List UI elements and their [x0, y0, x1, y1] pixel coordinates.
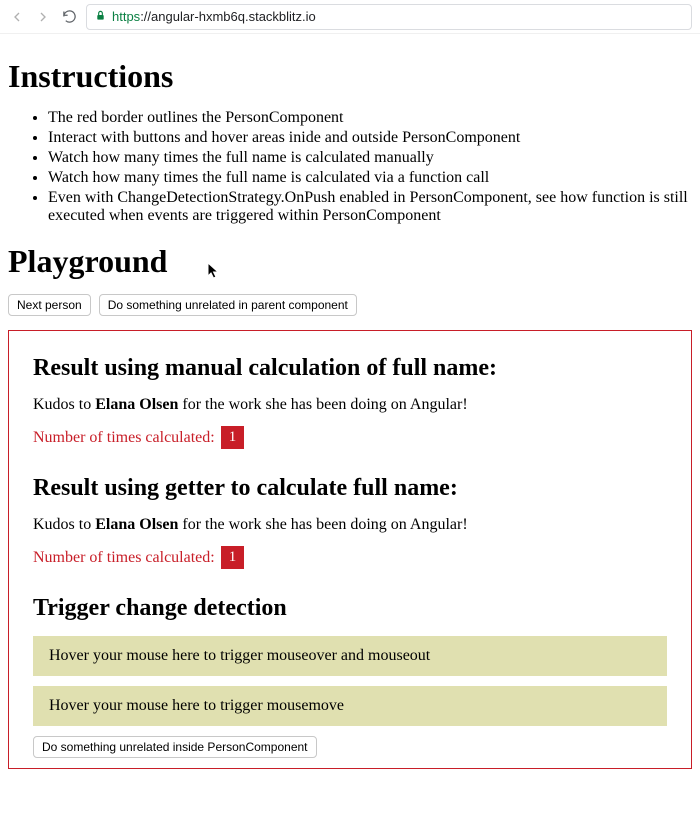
unrelated-inside-button[interactable]: Do something unrelated inside PersonComp…: [33, 736, 317, 758]
sentence-post: for the work she has been doing on Angul…: [178, 516, 467, 533]
sentence-pre: Kudos to: [33, 396, 95, 413]
getter-count-label: Number of times calculated:: [33, 549, 215, 567]
getter-result-heading: Result using getter to calculate full na…: [33, 475, 667, 502]
browser-chrome: https://angular-hxmb6q.stackblitz.io: [0, 0, 700, 34]
manual-count-line: Number of times calculated: 1: [33, 426, 667, 449]
trigger-heading: Trigger change detection: [33, 595, 667, 622]
url-rest: ://angular-hxmb6q.stackblitz.io: [140, 9, 316, 24]
hover-area-mouseover[interactable]: Hover your mouse here to trigger mouseov…: [33, 636, 667, 676]
manual-full-name: Elana Olsen: [95, 396, 178, 413]
lock-icon: [95, 10, 106, 24]
getter-full-name: Elana Olsen: [95, 516, 178, 533]
next-person-button[interactable]: Next person: [8, 294, 91, 316]
back-button[interactable]: [8, 8, 26, 26]
getter-count-line: Number of times calculated: 1: [33, 546, 667, 569]
unrelated-parent-button[interactable]: Do something unrelated in parent compone…: [99, 294, 357, 316]
inside-button-row: Do something unrelated inside PersonComp…: [33, 736, 667, 758]
list-item: Watch how many times the full name is ca…: [48, 149, 692, 167]
parent-button-row: Next person Do something unrelated in pa…: [8, 294, 692, 316]
hover-area-mousemove[interactable]: Hover your mouse here to trigger mousemo…: [33, 686, 667, 726]
playground-heading: Playground: [8, 243, 692, 280]
list-item: Interact with buttons and hover areas in…: [48, 129, 692, 147]
manual-sentence: Kudos to Elana Olsen for the work she ha…: [33, 396, 667, 414]
getter-sentence: Kudos to Elana Olsen for the work she ha…: [33, 516, 667, 534]
sentence-pre: Kudos to: [33, 516, 95, 533]
forward-button[interactable]: [34, 8, 52, 26]
getter-count-value: 1: [221, 546, 245, 569]
person-component: Result using manual calculation of full …: [8, 330, 692, 769]
list-item: Watch how many times the full name is ca…: [48, 169, 692, 187]
manual-count-value: 1: [221, 426, 245, 449]
address-bar[interactable]: https://angular-hxmb6q.stackblitz.io: [86, 4, 692, 30]
url-scheme: https: [112, 9, 140, 24]
manual-count-label: Number of times calculated:: [33, 429, 215, 447]
list-item: The red border outlines the PersonCompon…: [48, 109, 692, 127]
manual-result-heading: Result using manual calculation of full …: [33, 355, 667, 382]
page-body: Instructions The red border outlines the…: [0, 34, 700, 781]
instructions-list: The red border outlines the PersonCompon…: [8, 109, 692, 225]
sentence-post: for the work she has been doing on Angul…: [178, 396, 467, 413]
reload-button[interactable]: [60, 8, 78, 26]
instructions-heading: Instructions: [8, 58, 692, 95]
list-item: Even with ChangeDetectionStrategy.OnPush…: [48, 189, 692, 225]
